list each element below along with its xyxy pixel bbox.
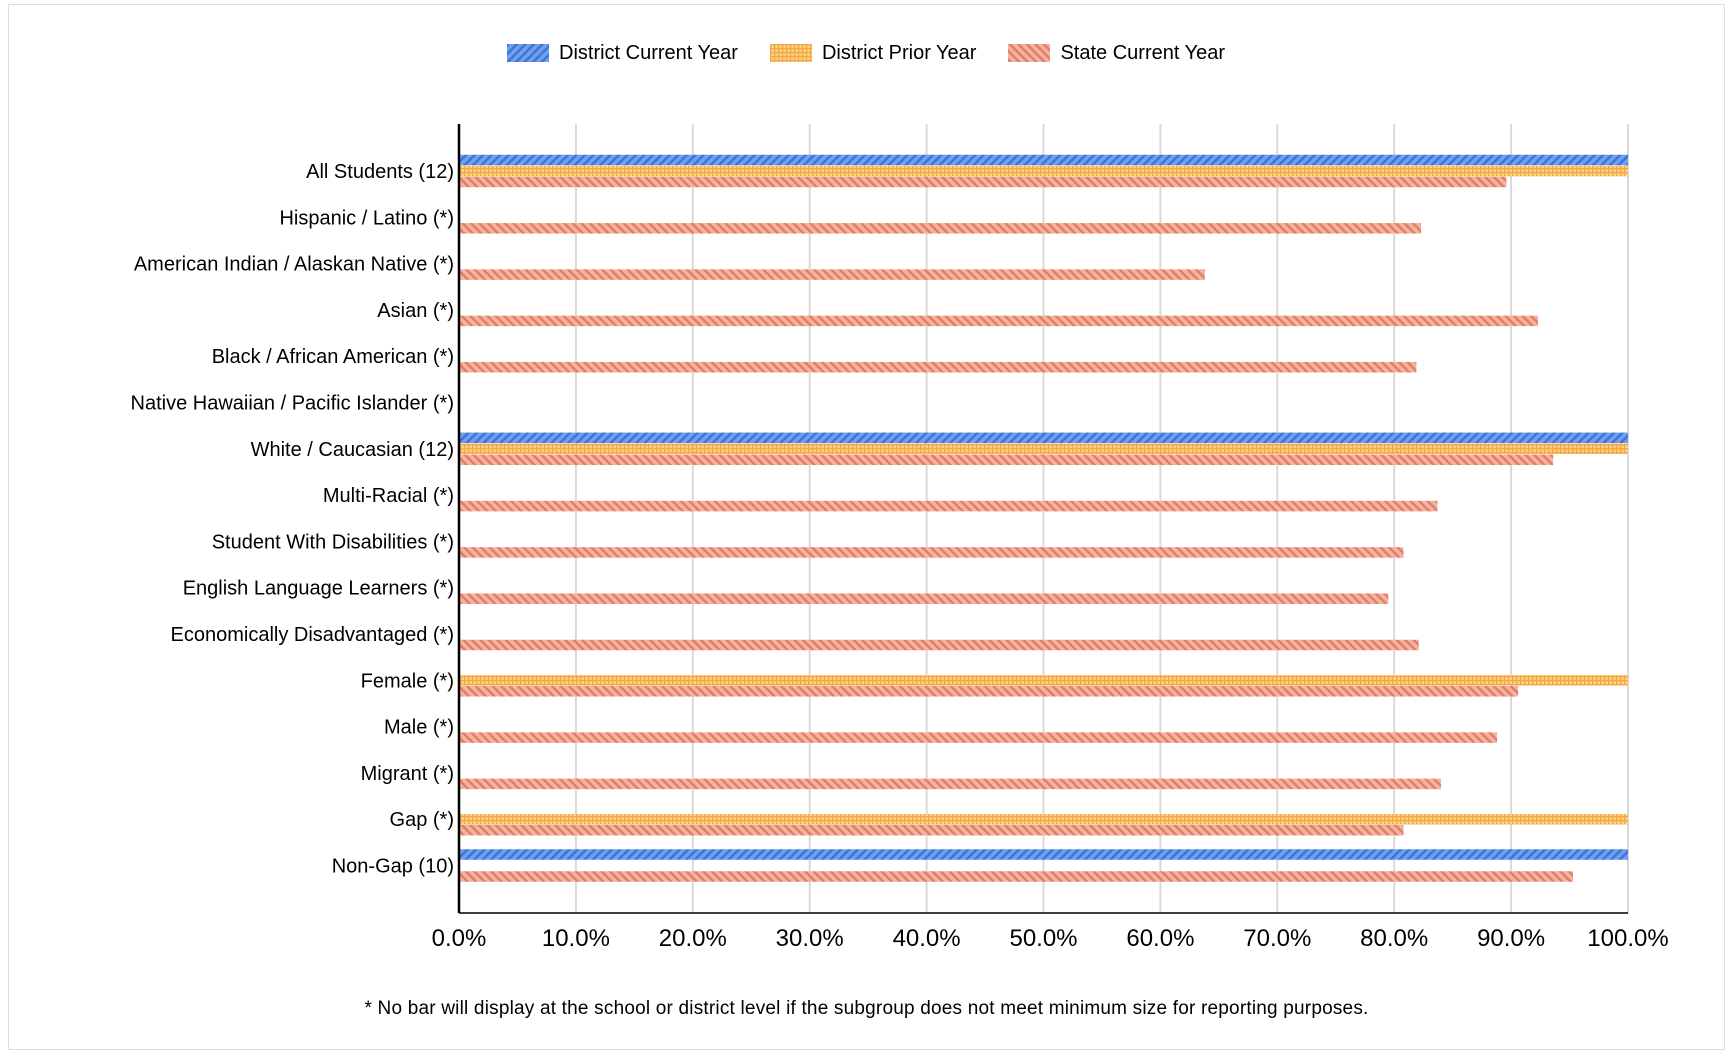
x-tick-label: 30.0% <box>776 925 844 952</box>
legend-swatch-state-current <box>1008 44 1051 62</box>
category-label: Female (*) <box>361 670 454 692</box>
category-label: English Language Learners (*) <box>183 578 454 600</box>
bar-state-current-year <box>459 778 1441 790</box>
x-tick-label: 70.0% <box>1243 925 1311 952</box>
bar-state-current-year <box>459 454 1554 466</box>
category-label: Non-Gap (10) <box>332 856 454 878</box>
bar-district-current-year <box>459 849 1628 860</box>
bar-state-current-year <box>459 176 1507 188</box>
legend-label-district-current: District Current Year <box>559 41 738 64</box>
x-tick-label: 20.0% <box>659 925 727 952</box>
legend-swatch-district-current <box>507 44 549 62</box>
x-tick-label: 80.0% <box>1360 925 1428 952</box>
category-label: Hispanic / Latino (*) <box>279 207 454 229</box>
bar-state-current-year <box>459 223 1422 234</box>
category-label: Black / African American (*) <box>212 346 454 368</box>
bar-state-current-year <box>459 593 1389 604</box>
category-label: Multi-Racial (*) <box>323 485 454 507</box>
x-tick-labels: 0.0% 10.0% 20.0% 30.0% 40.0% 50.0% 60.0% 70.0% 8… <box>432 925 1669 952</box>
bar-district-prior-year <box>459 813 1628 825</box>
category-label: Asian (*) <box>377 300 454 322</box>
x-tick-label: 100.0% <box>1587 925 1668 952</box>
legend-label-district-prior: District Prior Year <box>821 41 977 64</box>
category-label: Native Hawaiian / Pacific Islander (*) <box>131 393 454 415</box>
bar-state-current-year <box>459 639 1419 651</box>
bar-state-current-year <box>459 824 1404 836</box>
category-label: Gap (*) <box>390 809 454 831</box>
footnote: * No bar will display at the school or d… <box>364 998 1369 1019</box>
bar-state-current-year <box>459 871 1574 882</box>
category-label: Migrant (*) <box>361 763 454 785</box>
bar-district-current-year <box>459 154 1628 166</box>
legend-item-district-prior: District Prior Year <box>769 38 977 68</box>
category-label: American Indian / Alaskan Native (*) <box>134 254 454 276</box>
bar-state-current-year <box>459 361 1417 373</box>
axes <box>457 124 1628 914</box>
x-tick-label: 10.0% <box>542 925 610 952</box>
bar-district-prior-year <box>459 443 1628 455</box>
x-tick-label: 0.0% <box>432 925 487 952</box>
gridlines <box>574 124 1629 913</box>
bar-district-current-year <box>459 432 1628 444</box>
bar-state-current-year <box>459 269 1205 280</box>
x-tick-label: 40.0% <box>893 925 961 952</box>
bar-district-prior-year <box>459 675 1628 686</box>
bar-district-prior-year <box>459 165 1628 177</box>
x-tick-label: 60.0% <box>1126 925 1194 952</box>
bar-chart: All Students (12) Hispanic / Latino (*) Am… <box>131 124 1669 952</box>
bar-state-current-year <box>459 547 1404 558</box>
category-label: White / Caucasian (12) <box>251 439 454 461</box>
bar-state-current-year <box>459 315 1538 327</box>
legend: District Current Year District Prior Yea… <box>0 38 1733 68</box>
bar-state-current-year <box>459 686 1519 697</box>
legend-item-district-current: District Current Year <box>507 38 738 68</box>
category-label: Male (*) <box>384 717 454 739</box>
category-label: All Students (12) <box>306 161 454 183</box>
legend-item-state-current: State Current Year <box>1008 38 1225 68</box>
category-label: Economically Disadvantaged (*) <box>171 624 454 646</box>
category-labels: All Students (12) Hispanic / Latino (*) Am… <box>131 161 454 878</box>
bar-state-current-year <box>459 732 1498 743</box>
legend-swatch-district-prior <box>769 44 812 62</box>
x-tick-label: 90.0% <box>1477 925 1545 952</box>
x-tick-label: 50.0% <box>1009 925 1077 952</box>
legend-label-state-current: State Current Year <box>1060 41 1226 64</box>
bars <box>459 154 1628 882</box>
bar-state-current-year <box>459 500 1438 512</box>
category-label: Student With Disabilities (*) <box>212 531 454 553</box>
